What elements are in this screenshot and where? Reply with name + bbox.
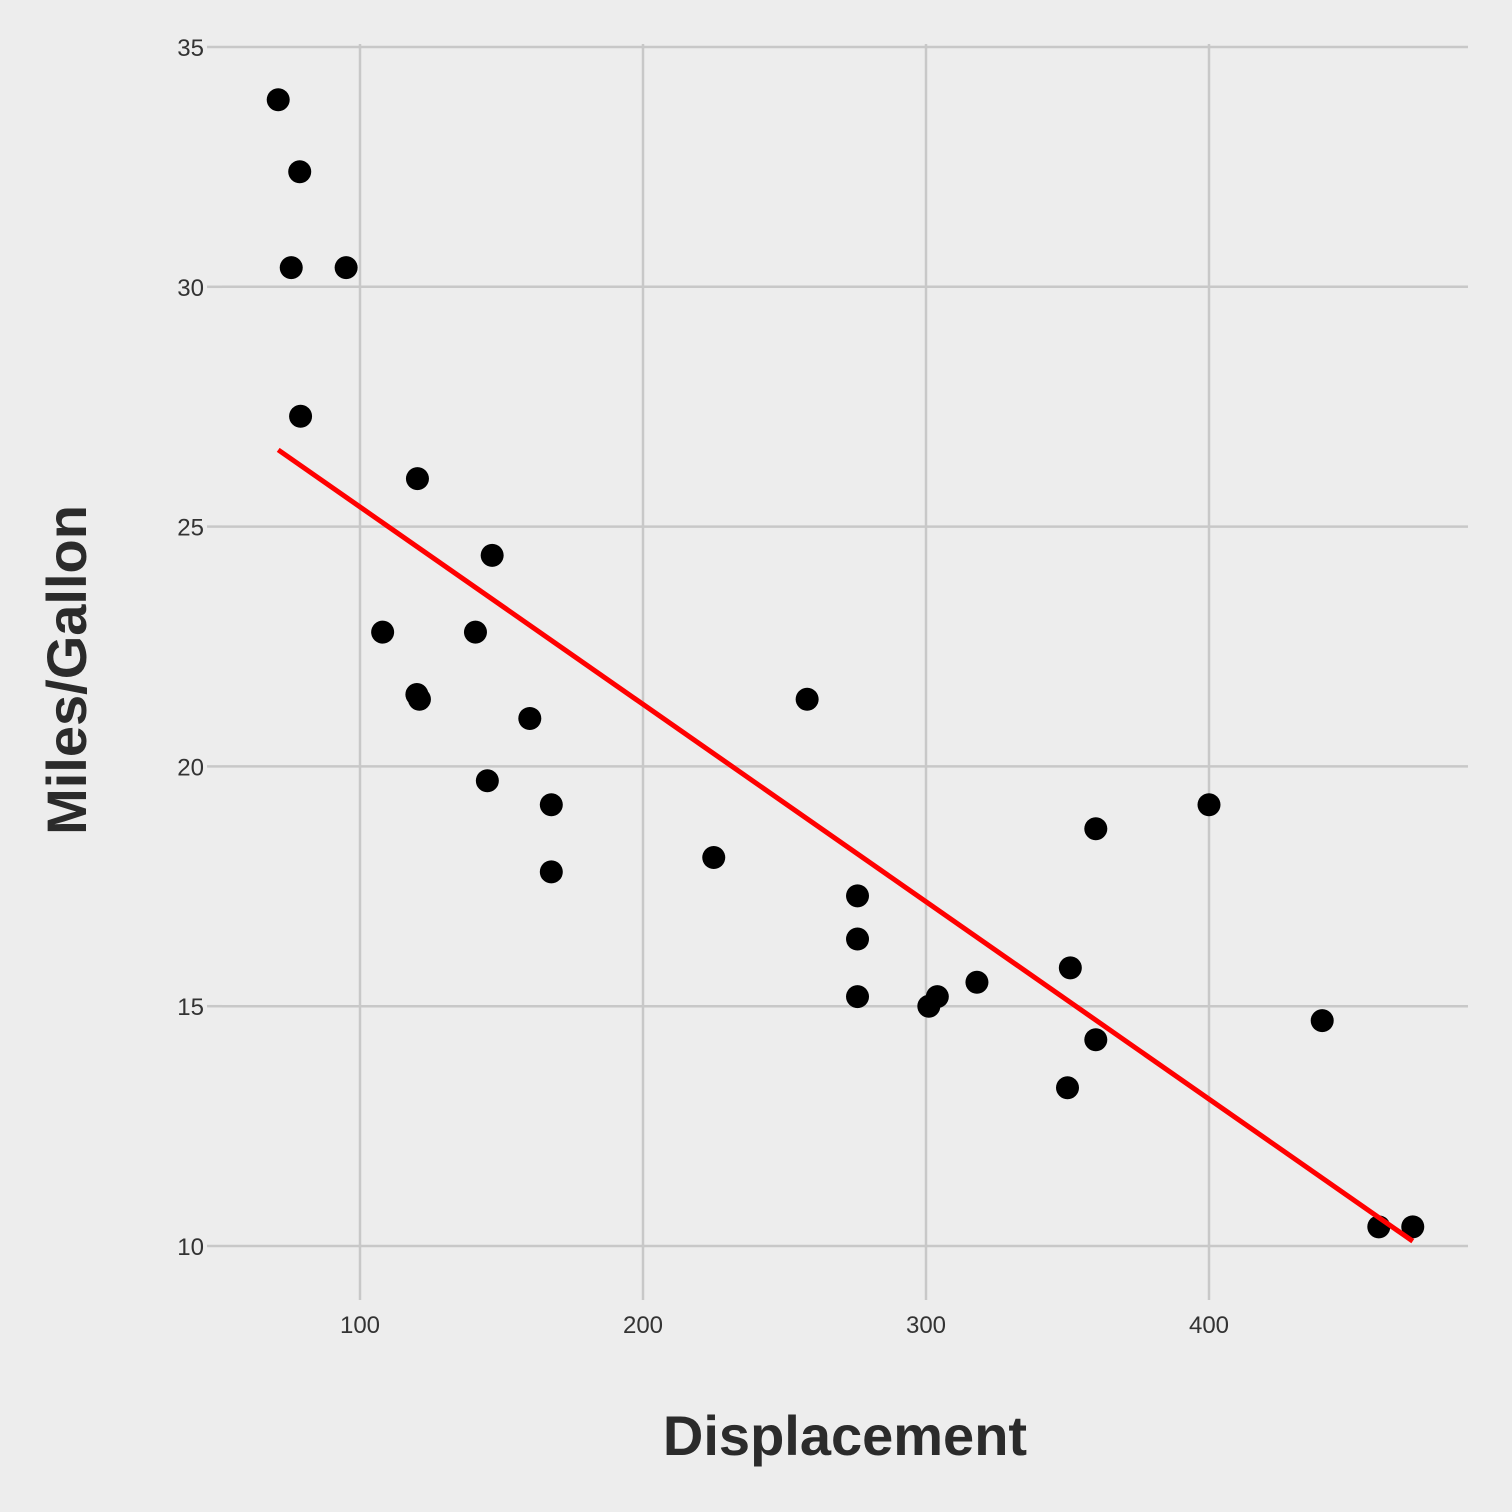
y-axis-title: Miles/Gallon [35,505,98,835]
y-tick-label: 15 [177,994,204,1021]
y-tick-label: 20 [177,754,204,781]
data-point [1401,1215,1425,1239]
data-point [405,467,429,491]
data-point [1197,793,1221,817]
data-point [279,256,303,280]
x-tick-label: 200 [623,1312,663,1339]
regression-line-group [276,447,1415,1244]
data-point [1084,817,1108,841]
x-tick-label: 100 [340,1312,380,1339]
grid-lines [222,44,1468,1285]
data-point [539,793,563,817]
regression-line [276,447,1415,1244]
data-point [480,543,504,567]
x-tick-label: 400 [1189,1312,1229,1339]
data-point [518,706,542,730]
data-point [1056,1076,1079,1100]
data-point [846,985,870,1009]
data-point [846,884,870,908]
data-point [475,769,499,793]
y-tick-label: 25 [177,515,204,542]
data-point [289,404,313,428]
axis-ticks: 10 15 20 25 30 35 100 200 300 400 [177,35,1229,1339]
data-point [965,970,989,994]
data-point [334,256,358,280]
y-tick-label: 10 [177,1234,204,1261]
data-point [407,687,431,711]
y-tick-label: 30 [177,275,204,302]
data-points [266,88,1425,1239]
x-tick-label: 300 [906,1312,946,1339]
x-axis-title: Displacement [663,1404,1027,1467]
data-point [702,846,726,870]
data-point [463,620,487,644]
y-tick-label: 35 [177,35,204,62]
data-point [795,687,819,711]
data-point [846,927,870,951]
data-point [1310,1009,1334,1033]
data-point [1058,956,1082,980]
data-point [539,860,563,884]
data-point [266,88,290,112]
data-point [917,994,941,1018]
data-point [1084,1028,1108,1052]
data-point [288,160,312,184]
data-point [371,620,395,644]
